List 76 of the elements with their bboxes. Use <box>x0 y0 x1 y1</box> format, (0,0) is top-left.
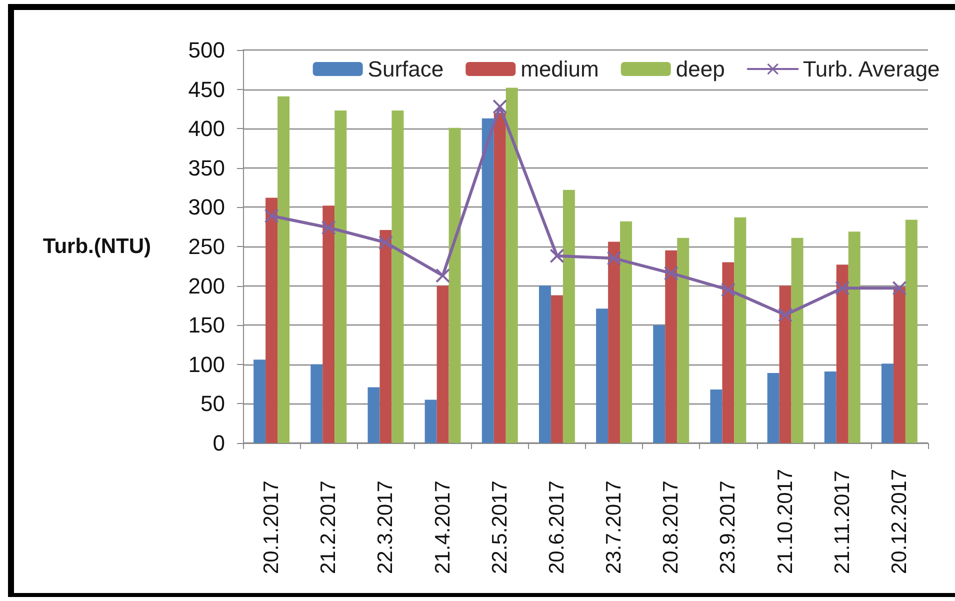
bar <box>665 250 678 443</box>
x-tick-label: 20.6.2017 <box>545 480 568 574</box>
point <box>778 308 792 322</box>
point <box>264 208 279 223</box>
bar <box>596 308 608 443</box>
y-tick-label: 250 <box>188 234 225 259</box>
y-tick-label: 350 <box>188 155 225 180</box>
legend-label: Surface <box>368 56 444 82</box>
bar <box>482 118 494 443</box>
x-tick-label: 21.4.2017 <box>431 480 454 574</box>
legend-label: medium <box>520 56 599 82</box>
bar <box>448 128 461 443</box>
x-tick-label: 21.10.2017 <box>774 468 797 574</box>
y-tick-label: 200 <box>188 273 225 298</box>
bar <box>734 217 746 443</box>
bar <box>677 238 690 443</box>
y-tick-label: 100 <box>188 352 225 377</box>
bar <box>710 390 722 443</box>
bar <box>824 371 836 443</box>
bar <box>494 112 506 443</box>
bar <box>653 325 666 443</box>
y-tick-label: 400 <box>188 116 225 142</box>
bar <box>881 364 894 443</box>
bar <box>538 286 551 443</box>
bar <box>436 286 449 443</box>
x-tick-label: 23.7.2017 <box>602 480 626 574</box>
bar <box>392 110 404 443</box>
point <box>436 268 450 283</box>
bar <box>905 220 918 443</box>
bar <box>550 295 563 443</box>
bar <box>836 264 848 443</box>
bar <box>310 364 323 443</box>
bar <box>767 373 780 443</box>
bar <box>722 262 734 443</box>
y-tick-label: 450 <box>188 76 225 102</box>
y-tick-label: 500 <box>188 38 225 62</box>
bar <box>322 206 335 443</box>
bar <box>791 238 804 443</box>
y-axis-title: Turb.(NTU) <box>42 235 151 258</box>
x-tick-label: 21.11.2017 <box>830 470 854 574</box>
point <box>835 281 850 296</box>
x-tick-label: 21.2.2017 <box>317 480 340 574</box>
point <box>492 100 507 114</box>
bar <box>254 360 266 443</box>
legend-label: Turb. Average <box>802 56 940 82</box>
point <box>664 266 678 280</box>
bar <box>506 88 518 443</box>
point <box>322 220 336 235</box>
y-tick-label: 0 <box>212 430 225 456</box>
bar <box>278 96 290 443</box>
bar <box>848 232 860 443</box>
point <box>721 282 736 297</box>
point <box>378 236 393 250</box>
x-tick-label: 20.1.2017 <box>260 480 284 574</box>
bar <box>608 242 620 443</box>
y-tick-label: 50 <box>200 391 225 416</box>
legend-label: deep <box>676 56 725 82</box>
x-tick-label: 22.3.2017 <box>374 480 398 574</box>
point <box>607 251 622 266</box>
x-tick-label: 20.12.2017 <box>888 468 911 574</box>
bar <box>562 190 575 443</box>
x-tick-label: 20.8.2017 <box>660 480 683 574</box>
x-tick-label: 23.9.2017 <box>716 480 740 574</box>
bar <box>779 286 792 443</box>
x-tick-label: 22.5.2017 <box>488 480 512 574</box>
bar <box>266 198 278 443</box>
y-tick-label: 150 <box>188 312 225 338</box>
bar <box>424 400 437 443</box>
y-tick-label: 300 <box>188 194 225 220</box>
bar <box>893 286 906 443</box>
bar <box>334 110 347 443</box>
bar <box>368 387 380 443</box>
bar <box>380 230 392 443</box>
point <box>892 281 906 296</box>
point <box>550 248 564 263</box>
bar <box>620 221 632 443</box>
